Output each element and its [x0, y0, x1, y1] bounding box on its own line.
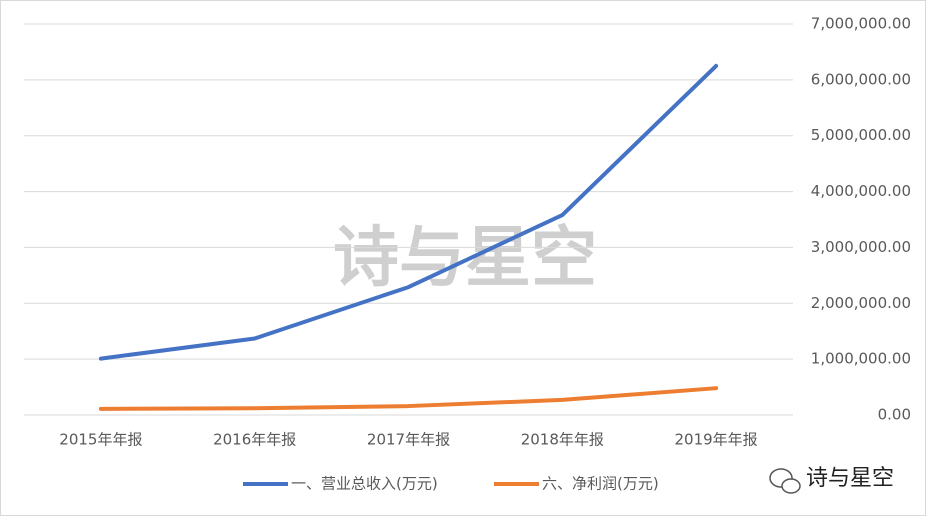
series-line: [98, 63, 719, 361]
brand-logo: [769, 468, 801, 494]
x-tick-label: 2019年年报: [675, 431, 758, 449]
x-tick-label: 2015年年报: [59, 431, 142, 449]
y-tick-label: 1,000,000.00: [811, 350, 911, 368]
x-tick-label: 2016年年报: [213, 431, 296, 449]
y-tick-label: 6,000,000.00: [811, 70, 911, 88]
y-tick-label: 0.00: [878, 406, 911, 424]
y-tick-label: 3,000,000.00: [811, 238, 911, 256]
x-tick-label: 2017年年报: [367, 431, 450, 449]
logo-icon: [781, 478, 801, 494]
y-tick-label: 7,000,000.00: [811, 15, 911, 33]
logo-icon: [769, 468, 793, 488]
brand-text: 诗与星空: [806, 466, 894, 491]
y-tick-label: 2,000,000.00: [811, 294, 911, 312]
y-tick-label: 4,000,000.00: [811, 182, 911, 200]
legend-label: 六、净利润(万元): [542, 475, 659, 493]
watermark: 诗与星空: [333, 219, 597, 296]
y-tick-label: 5,000,000.00: [811, 126, 911, 144]
legend-label: 一、营业总收入(万元): [291, 475, 438, 493]
x-tick-label: 2018年年报: [521, 431, 604, 449]
series-line: [98, 386, 719, 411]
